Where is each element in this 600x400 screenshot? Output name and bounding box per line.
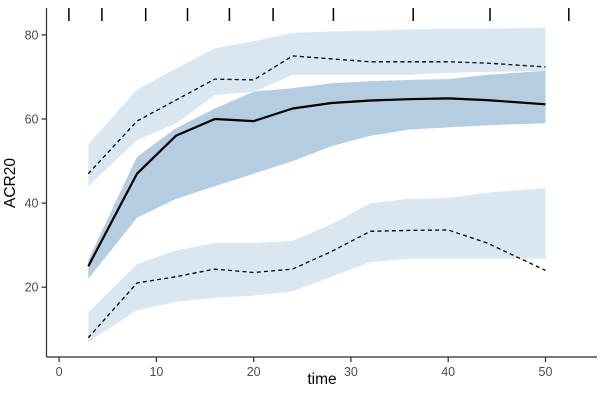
x-tick-label: 30 xyxy=(344,365,358,379)
top-rug-marks-layer xyxy=(68,8,570,21)
fitted-solid-line-band xyxy=(88,70,546,279)
confidence-bands-layer xyxy=(88,27,546,342)
y-tick-label: 40 xyxy=(25,197,39,211)
x-tick-label: 50 xyxy=(539,365,553,379)
upper-dashed-ci xyxy=(87,55,546,175)
x-tick-label: 40 xyxy=(441,365,455,379)
lower-dashed-ci-band xyxy=(88,188,546,342)
x-tick-label: 10 xyxy=(149,365,163,379)
y-tick-label: 80 xyxy=(25,28,39,42)
x-tick-label: 20 xyxy=(247,365,261,379)
axes-layer: 0 10 20 30 40 50 20 40 60 80 xyxy=(25,8,597,379)
x-axis-title: time xyxy=(307,371,336,388)
upper-dashed-ci-band xyxy=(88,27,546,187)
y-axis-title: ACR20 xyxy=(2,158,19,208)
series-lines-layer xyxy=(87,55,546,339)
y-tick-label: 60 xyxy=(25,113,39,127)
y-tick-label: 20 xyxy=(25,281,39,295)
fitted-solid-line xyxy=(87,97,546,267)
x-tick-label: 0 xyxy=(56,365,63,379)
